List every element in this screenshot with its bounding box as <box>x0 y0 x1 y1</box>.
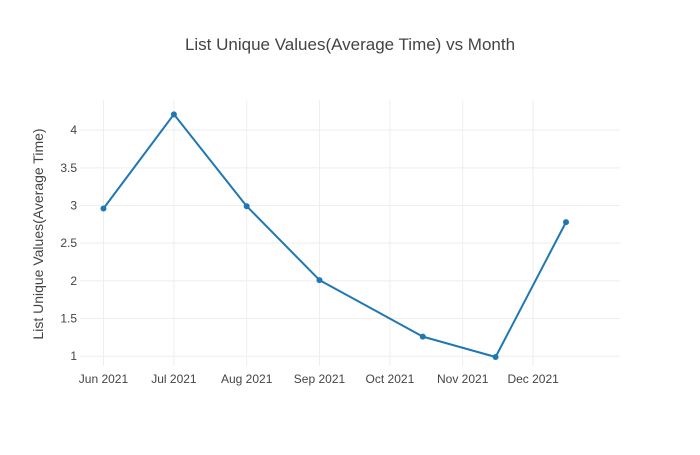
tick-label-layer: Jun 2021 Jul 2021 Aug 2021 Sep 2021 Oct 2021… <box>60 123 559 386</box>
y-tick-label: 2 <box>70 274 77 288</box>
x-tick-label: Aug 2021 <box>221 372 273 386</box>
series-layer <box>100 111 569 360</box>
data-point[interactable] <box>492 353 499 360</box>
y-tick-label: 2.5 <box>60 236 77 250</box>
grid-layer <box>80 100 620 366</box>
x-tick-label: Sep 2021 <box>294 372 346 386</box>
data-point[interactable] <box>170 111 177 118</box>
data-point[interactable] <box>100 205 107 212</box>
data-point[interactable] <box>419 333 426 340</box>
y-tick-label: 3 <box>70 198 77 212</box>
y-axis-label: List Unique Values(Average Time) <box>30 128 46 339</box>
y-tick-label: 3.5 <box>60 161 77 175</box>
y-tick-label: 1.5 <box>60 312 77 326</box>
y-tick-label: 1 <box>70 349 77 363</box>
x-tick-label: Jul 2021 <box>151 372 197 386</box>
x-tick-label: Dec 2021 <box>507 372 559 386</box>
chart-title: List Unique Values(Average Time) vs Mont… <box>185 35 515 54</box>
y-tick-label: 4 <box>70 123 77 137</box>
data-point[interactable] <box>563 219 569 226</box>
x-tick-label: Nov 2021 <box>437 372 489 386</box>
data-point[interactable] <box>316 277 323 284</box>
data-point[interactable] <box>243 203 250 210</box>
x-tick-label: Jun 2021 <box>79 372 129 386</box>
x-tick-label: Oct 2021 <box>366 372 415 386</box>
